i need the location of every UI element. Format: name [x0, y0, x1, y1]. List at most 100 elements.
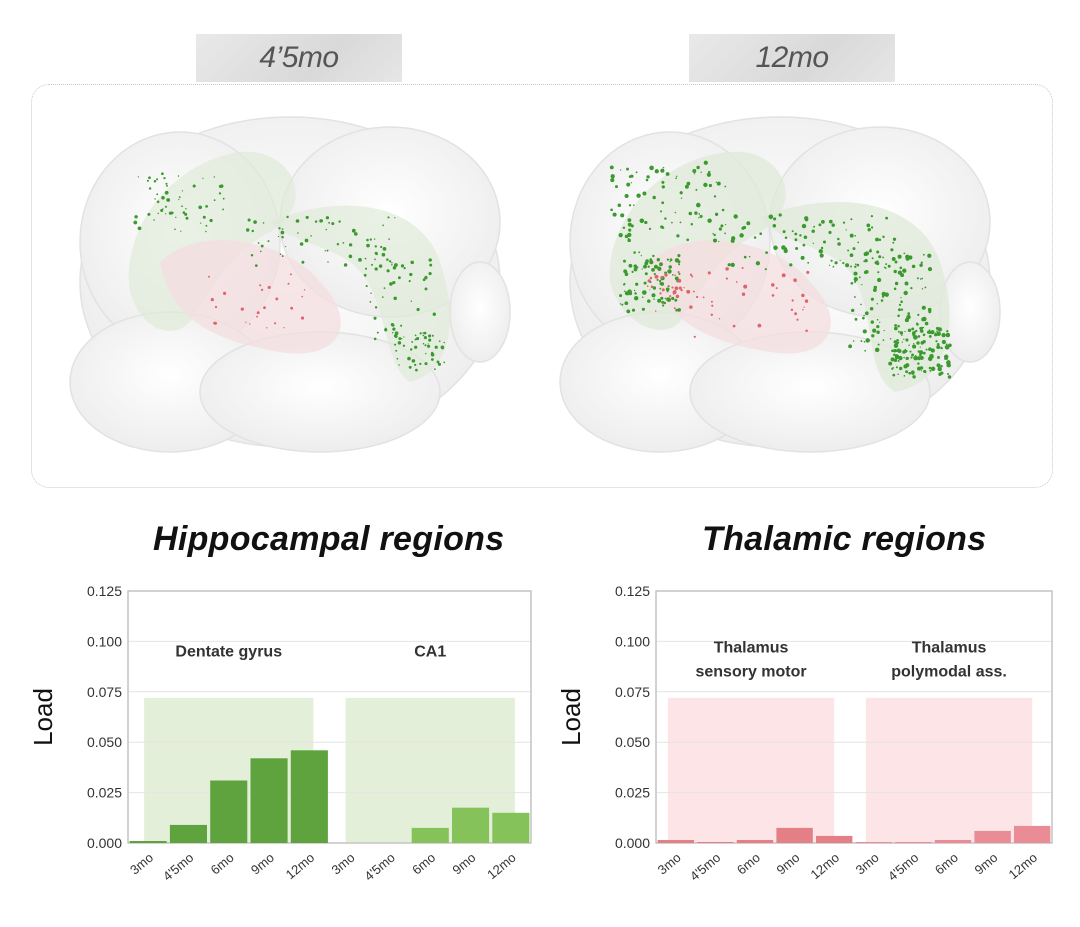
- brain-dot: [391, 264, 393, 266]
- brain-dot: [623, 282, 626, 285]
- brain-dot: [853, 271, 858, 276]
- brain-dot: [647, 265, 650, 268]
- brain-dot: [391, 331, 394, 334]
- brain-dot: [940, 347, 943, 350]
- y-tick-label: 0.050: [615, 734, 650, 750]
- bar: [816, 835, 853, 843]
- brain-dot: [414, 363, 417, 367]
- brain-dot: [358, 258, 362, 262]
- brain-dot: [669, 258, 673, 262]
- brain-dot: [645, 178, 649, 182]
- brain-dot: [775, 287, 778, 290]
- brain-dot: [630, 224, 634, 228]
- brain-dot: [870, 320, 875, 324]
- bar: [697, 842, 734, 843]
- brain-dot: [633, 251, 636, 254]
- x-tick-label: 3mo: [127, 850, 156, 878]
- brain-dot: [148, 187, 152, 190]
- brain-dot: [305, 215, 309, 219]
- brain-dot: [656, 278, 659, 281]
- brain-dot: [394, 331, 399, 336]
- brain-dot: [712, 238, 718, 243]
- brain-dot: [845, 229, 847, 231]
- brain-dot: [373, 316, 377, 320]
- brain-dot: [686, 289, 691, 294]
- group-label: polymodal ass.: [891, 663, 1007, 680]
- brain-dot: [928, 348, 931, 351]
- bar: [452, 807, 490, 843]
- brain-dot: [881, 291, 887, 297]
- brain-dot: [672, 274, 674, 276]
- brain-dot: [161, 172, 164, 176]
- brain-dot: [376, 253, 378, 256]
- brain-dot: [673, 307, 676, 310]
- brain-dot: [917, 313, 920, 316]
- brain-dot: [807, 261, 810, 264]
- brain-dot: [378, 264, 383, 268]
- brain-dot: [328, 221, 331, 224]
- brain-dot: [669, 295, 672, 298]
- brain-dot: [325, 228, 328, 231]
- brain-dot: [647, 279, 651, 283]
- brain-dot: [819, 253, 824, 258]
- brain-dot: [634, 292, 637, 295]
- brain-dot: [940, 364, 943, 368]
- brain-dot: [425, 352, 427, 355]
- brain-dot: [929, 353, 934, 359]
- brain-dot: [877, 271, 880, 274]
- brain-dot: [698, 213, 701, 215]
- brain-dot: [256, 311, 260, 315]
- brain-dot: [902, 350, 906, 354]
- brain-dot: [882, 235, 885, 239]
- brain-dot: [818, 249, 824, 254]
- brain-dot: [676, 234, 680, 238]
- brain-dot: [310, 235, 312, 237]
- brain-dot: [864, 311, 869, 316]
- brain-dot: [662, 166, 665, 169]
- bar: [210, 780, 248, 843]
- brain-dot: [627, 238, 631, 243]
- brain-dot: [205, 224, 208, 227]
- brain-dot: [848, 344, 853, 349]
- brain-dot: [891, 349, 894, 353]
- brain-dot: [391, 262, 393, 264]
- brain-dot: [240, 307, 244, 311]
- brain-dot: [427, 343, 429, 345]
- brain-dot: [803, 235, 808, 240]
- brain-dot: [245, 228, 250, 232]
- brain-dot: [245, 321, 247, 323]
- brain-dot: [665, 172, 670, 176]
- brain-dot: [394, 343, 397, 346]
- brain-dot: [937, 366, 942, 372]
- brain-dot: [820, 246, 824, 250]
- brain-dot: [627, 218, 632, 222]
- brain-dot: [223, 291, 227, 295]
- brain-dot: [919, 355, 924, 360]
- brain-dot: [160, 208, 164, 213]
- brain-dot: [396, 357, 399, 360]
- brain-dot: [804, 299, 809, 303]
- brain-dot: [624, 193, 629, 199]
- brain-dot: [922, 333, 926, 337]
- brain-dot: [392, 266, 397, 270]
- brain-dot: [623, 269, 627, 274]
- brain-dot: [401, 338, 403, 340]
- brain-dot: [907, 312, 911, 315]
- brain-dot: [266, 327, 268, 329]
- brain-dot: [898, 366, 903, 371]
- brain-dot: [691, 275, 694, 278]
- y-tick-label: 0.050: [87, 734, 122, 750]
- brain-dot: [885, 216, 889, 220]
- brain-dot: [930, 330, 935, 335]
- brain-dot: [696, 202, 701, 208]
- brain-dot: [945, 357, 948, 361]
- brain-dot: [156, 193, 159, 196]
- brain-dot: [218, 192, 222, 195]
- brain-dot: [837, 242, 841, 246]
- brain-dot: [627, 237, 630, 240]
- brain-dot: [645, 259, 649, 263]
- thalamic-regions-title: Thalamic regions: [702, 520, 987, 558]
- brain-dot: [415, 368, 418, 372]
- brain-dot: [633, 267, 638, 272]
